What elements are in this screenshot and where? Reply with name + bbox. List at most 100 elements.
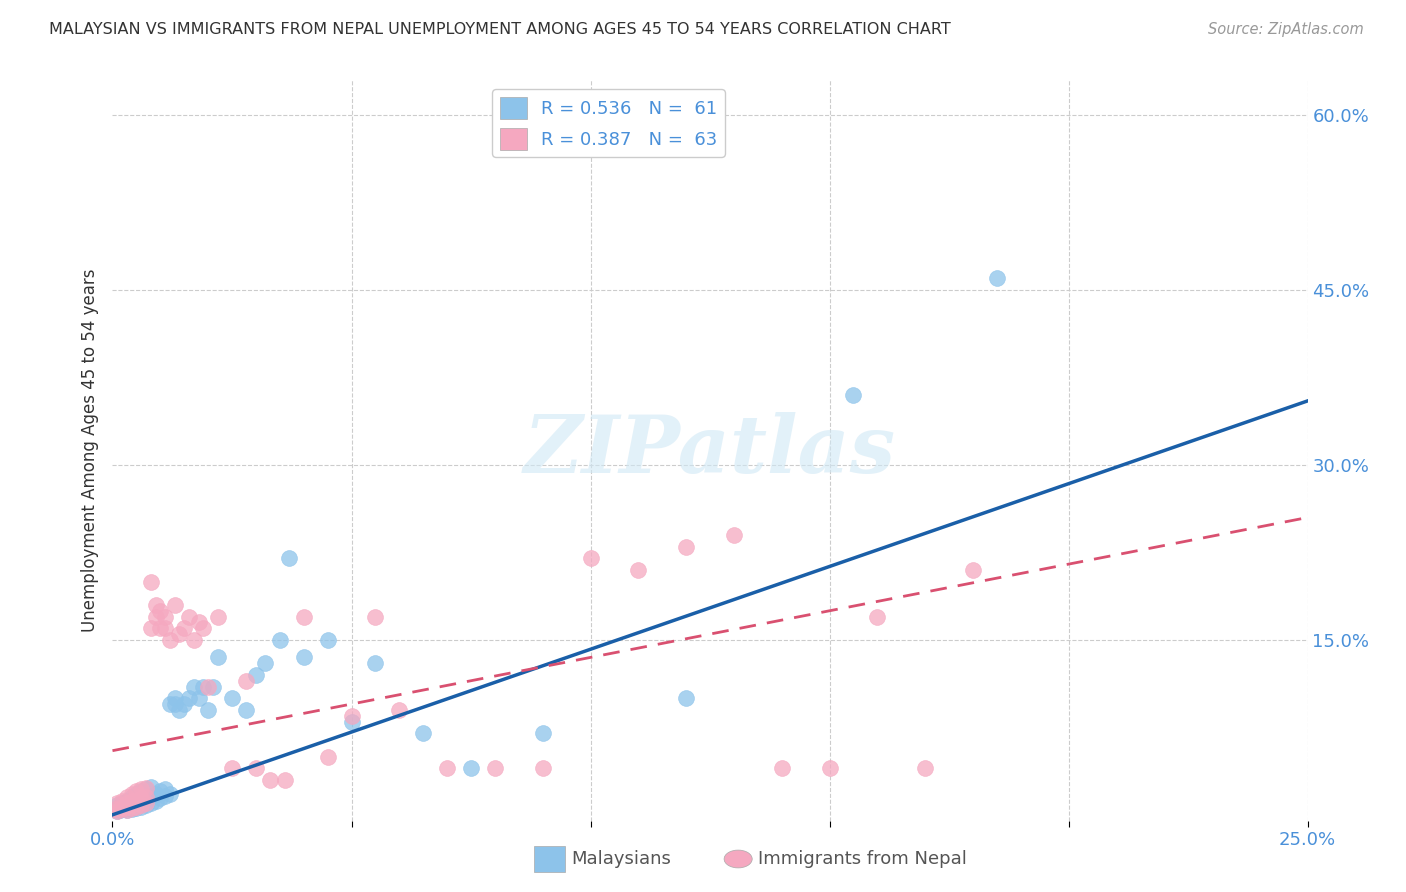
Point xyxy=(111,799,134,814)
Point xyxy=(139,796,162,810)
Point xyxy=(169,627,191,641)
Point xyxy=(412,726,434,740)
Point xyxy=(187,615,209,630)
Point xyxy=(145,598,167,612)
Point xyxy=(125,787,148,801)
Point xyxy=(531,761,554,775)
Point xyxy=(235,703,257,717)
Point xyxy=(135,782,157,797)
Point xyxy=(207,650,229,665)
Point xyxy=(153,609,176,624)
Point xyxy=(115,794,138,808)
Point xyxy=(125,801,148,815)
Point xyxy=(105,805,128,819)
Point xyxy=(675,691,697,706)
Point xyxy=(129,782,152,797)
Point xyxy=(278,551,301,566)
Point xyxy=(177,691,200,706)
Point xyxy=(121,790,143,805)
Point xyxy=(135,790,157,805)
Point xyxy=(221,691,243,706)
Point xyxy=(818,761,841,775)
Point xyxy=(235,673,257,688)
Point xyxy=(121,797,143,812)
Point xyxy=(183,680,205,694)
Point xyxy=(125,799,148,814)
Point xyxy=(129,799,152,814)
Point xyxy=(105,805,128,819)
Point xyxy=(129,784,152,798)
Point xyxy=(986,271,1008,285)
Point xyxy=(177,609,200,624)
Point xyxy=(292,650,315,665)
Point xyxy=(121,794,143,808)
Point xyxy=(153,789,176,804)
Point xyxy=(125,794,148,808)
Point xyxy=(316,632,339,647)
Point xyxy=(460,761,482,775)
Point xyxy=(114,801,135,815)
Point xyxy=(436,761,458,775)
Point xyxy=(121,801,143,815)
Point xyxy=(139,621,162,635)
Point xyxy=(183,632,205,647)
Point xyxy=(364,609,387,624)
Point xyxy=(118,801,141,815)
Point xyxy=(129,791,152,805)
Point xyxy=(675,540,697,554)
Point xyxy=(245,761,267,775)
Point xyxy=(108,803,131,817)
Point xyxy=(149,791,172,805)
Point xyxy=(723,528,745,542)
Point xyxy=(135,780,157,795)
Point xyxy=(579,551,602,566)
Point xyxy=(104,802,127,816)
Point xyxy=(139,780,162,794)
Point xyxy=(145,787,167,801)
Point xyxy=(207,609,229,624)
Point xyxy=(163,598,186,612)
Point xyxy=(121,787,143,801)
Point xyxy=(135,798,157,813)
Point xyxy=(866,609,889,624)
Point xyxy=(531,726,554,740)
Point xyxy=(149,784,172,798)
Point xyxy=(193,621,215,635)
Point xyxy=(245,668,267,682)
Point xyxy=(159,632,181,647)
Point xyxy=(340,714,363,729)
Point xyxy=(135,796,157,810)
Point xyxy=(139,789,162,804)
Point xyxy=(111,801,134,815)
Point xyxy=(104,802,127,816)
Point xyxy=(115,796,138,810)
Point xyxy=(145,794,167,808)
Point xyxy=(115,803,138,817)
Point xyxy=(197,680,219,694)
Point xyxy=(114,802,135,816)
Y-axis label: Unemployment Among Ages 45 to 54 years: Unemployment Among Ages 45 to 54 years xyxy=(80,268,98,632)
Point xyxy=(149,604,172,618)
Point xyxy=(269,632,291,647)
Point xyxy=(842,388,865,402)
Point xyxy=(173,697,195,711)
Point xyxy=(111,794,134,808)
Point xyxy=(201,680,224,694)
Point xyxy=(627,563,650,577)
Point xyxy=(149,621,172,635)
Point xyxy=(962,563,984,577)
Point xyxy=(159,697,181,711)
Point xyxy=(163,691,186,706)
Point xyxy=(273,772,295,787)
Point xyxy=(121,802,143,816)
Point xyxy=(484,761,506,775)
Point xyxy=(111,796,134,810)
Text: Source: ZipAtlas.com: Source: ZipAtlas.com xyxy=(1208,22,1364,37)
Point xyxy=(125,784,148,798)
Point xyxy=(118,798,141,813)
Point xyxy=(173,621,195,635)
Text: Immigrants from Nepal: Immigrants from Nepal xyxy=(758,850,967,868)
Point xyxy=(105,796,128,810)
Point xyxy=(115,798,138,813)
Point xyxy=(292,609,315,624)
